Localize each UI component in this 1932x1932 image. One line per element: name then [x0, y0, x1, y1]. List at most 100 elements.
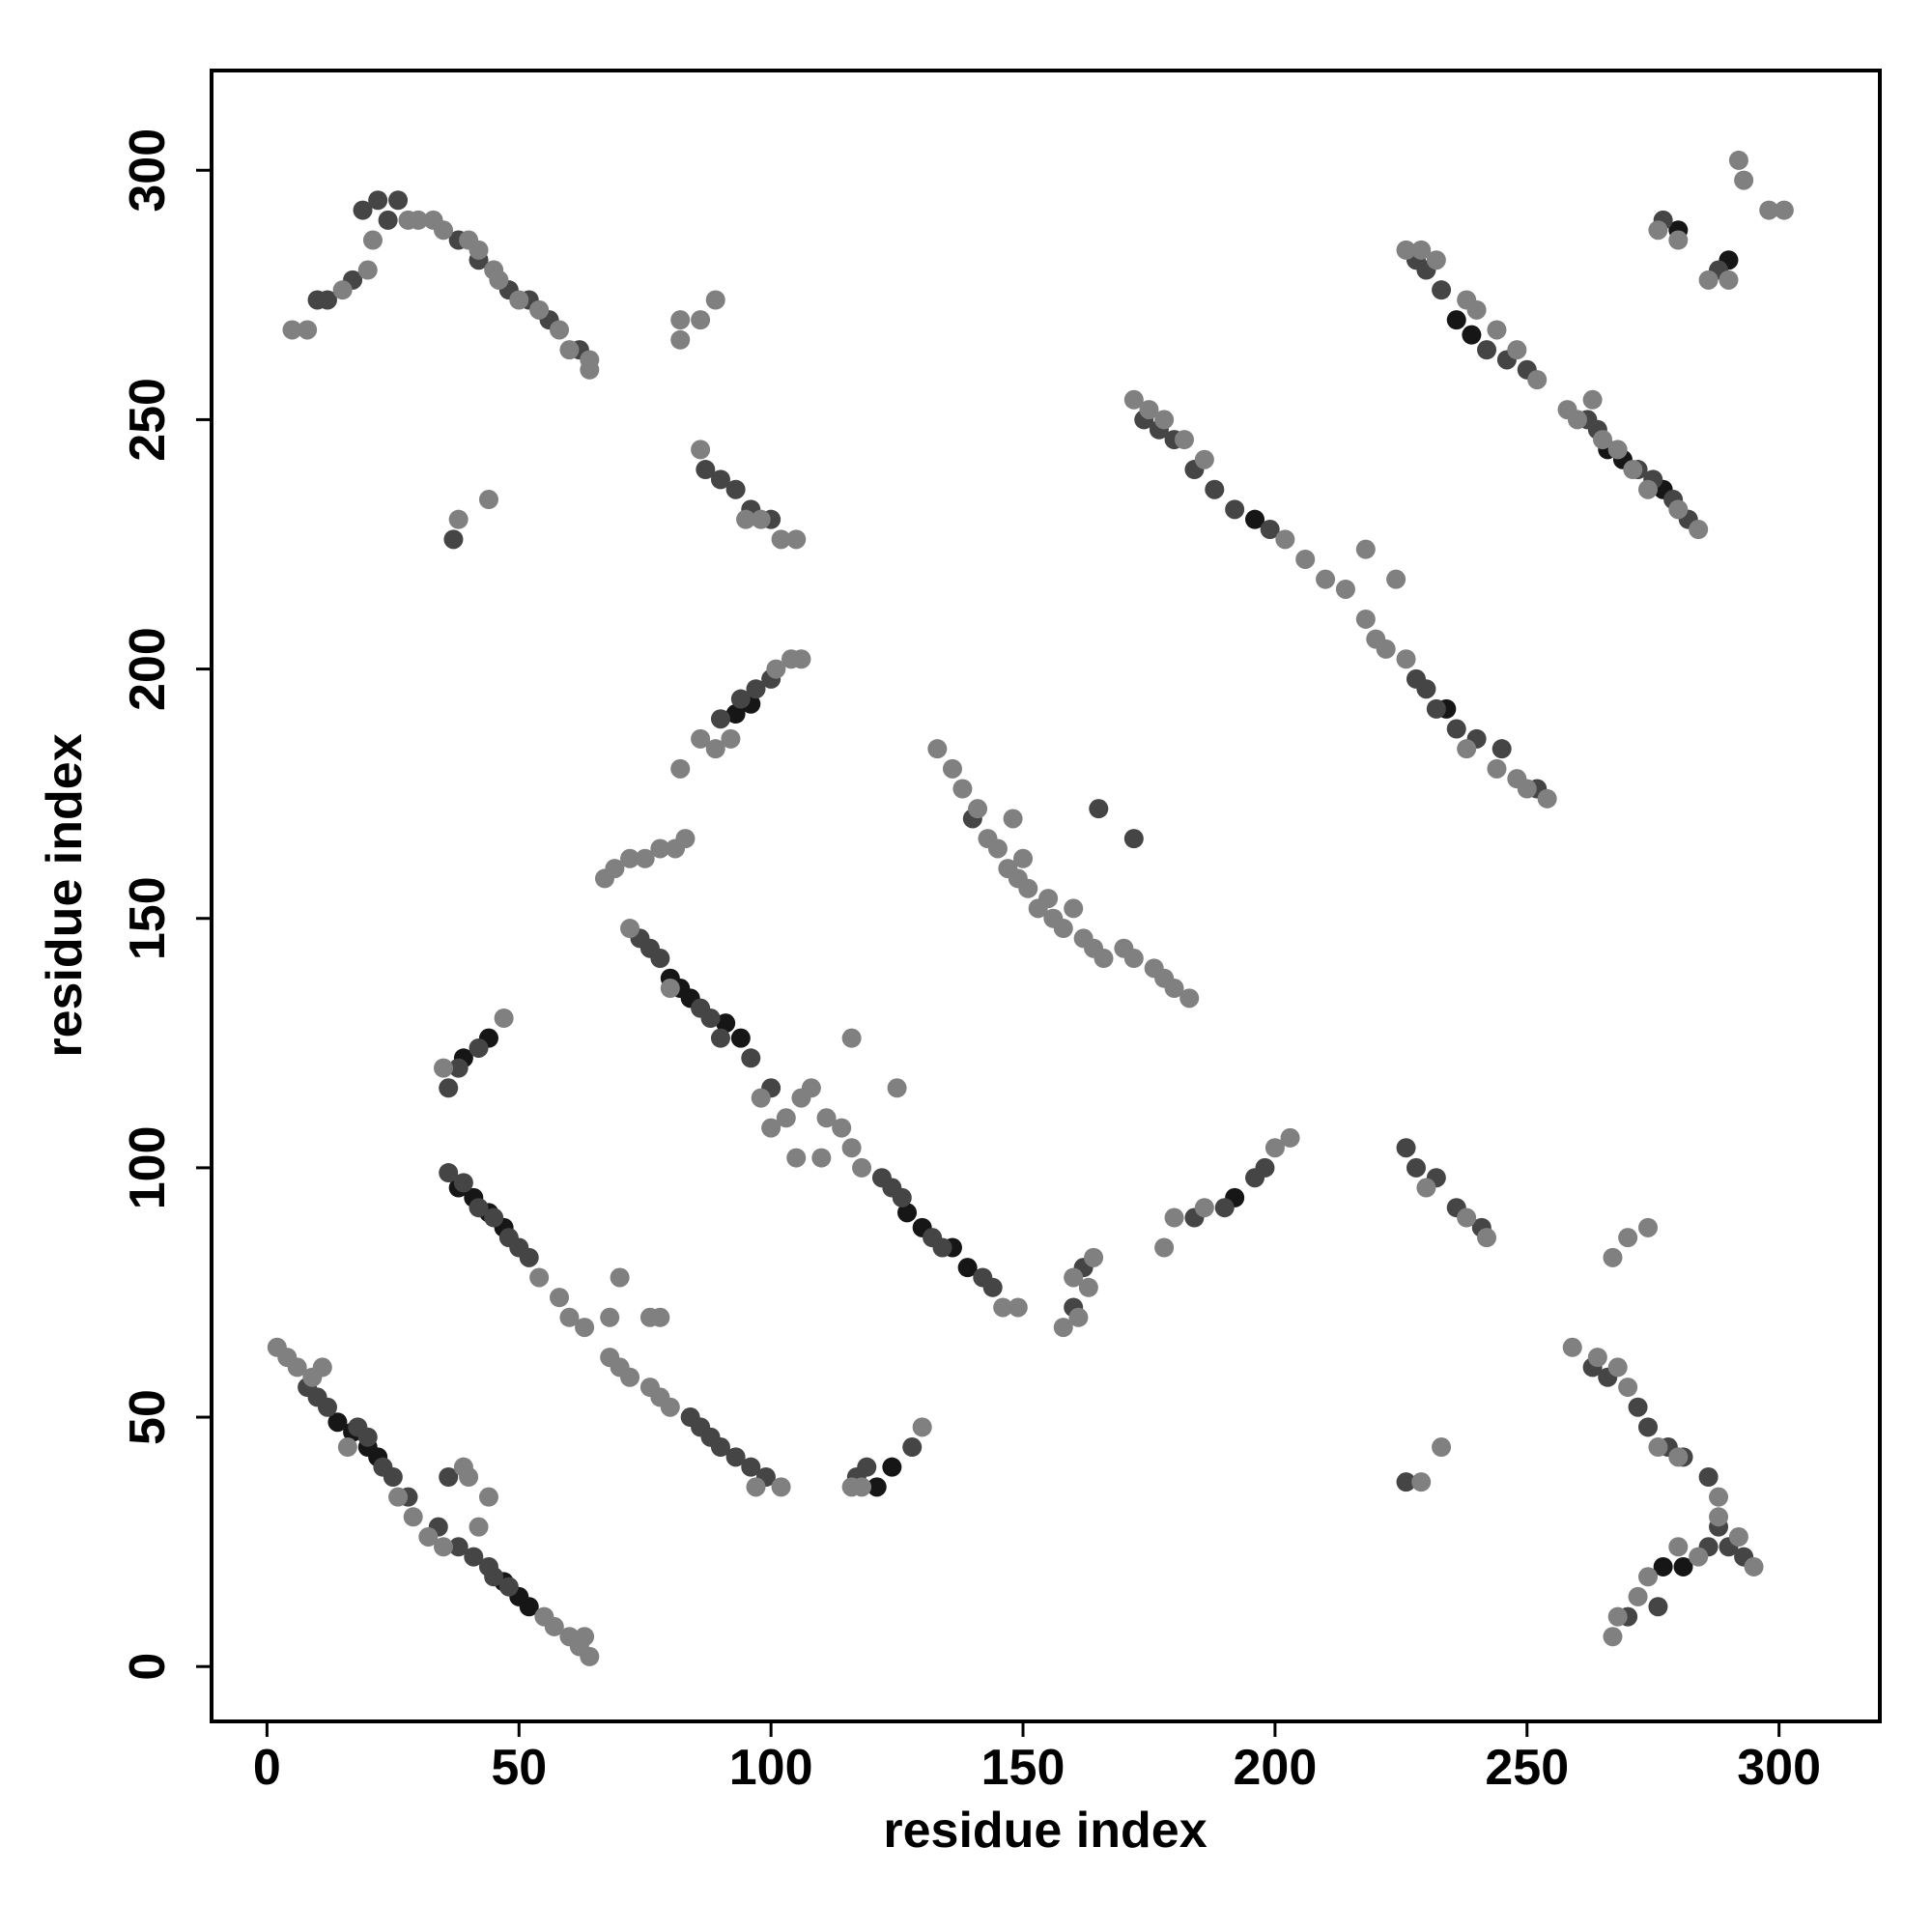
point [675, 829, 696, 849]
point [443, 529, 464, 550]
point [1728, 1526, 1748, 1547]
point [448, 509, 469, 529]
point [730, 1028, 751, 1048]
point [670, 310, 691, 330]
point [494, 1008, 514, 1028]
point [1018, 878, 1038, 898]
y-tick-label: 100 [120, 1126, 176, 1210]
point [1668, 499, 1689, 520]
point [550, 320, 570, 340]
point [987, 838, 1008, 859]
point [1668, 1537, 1689, 1557]
x-tick-label: 150 [981, 1740, 1065, 1796]
point [725, 479, 746, 499]
point [700, 1008, 721, 1028]
point [1386, 569, 1406, 589]
point [1709, 1487, 1729, 1507]
point [1089, 799, 1109, 819]
point [464, 1547, 484, 1567]
point [439, 1078, 459, 1098]
point [318, 1397, 338, 1417]
point [318, 290, 338, 310]
point [1355, 609, 1376, 629]
point [519, 1247, 539, 1267]
point [1255, 1157, 1275, 1178]
point [1673, 1556, 1693, 1577]
point [1164, 979, 1184, 999]
point [1275, 529, 1295, 550]
point [650, 838, 670, 859]
point [1013, 848, 1034, 868]
point [912, 1417, 932, 1437]
point [867, 1477, 887, 1497]
point [1759, 200, 1779, 220]
point [746, 679, 766, 699]
point [1154, 1237, 1175, 1258]
point [1637, 1567, 1658, 1587]
point [993, 1297, 1013, 1318]
point [580, 359, 600, 380]
point [1426, 698, 1446, 719]
point [434, 1537, 454, 1557]
point [1264, 1138, 1285, 1158]
point [1507, 340, 1527, 360]
point [1355, 539, 1376, 559]
point [1432, 1437, 1452, 1458]
point [736, 509, 756, 529]
point [1164, 1208, 1184, 1228]
point [1416, 679, 1436, 699]
point [1668, 230, 1689, 250]
y-tick-label: 300 [120, 128, 176, 213]
point [816, 1108, 837, 1128]
point [776, 1108, 796, 1128]
x-tick-label: 50 [491, 1740, 547, 1796]
point [761, 1118, 781, 1138]
point [529, 1267, 550, 1288]
point [852, 1157, 872, 1178]
point [1648, 1597, 1668, 1617]
point [1194, 1198, 1214, 1218]
point [942, 758, 962, 779]
point [1537, 788, 1557, 809]
point [721, 728, 741, 749]
point [1648, 220, 1668, 241]
point [730, 689, 751, 709]
point [1053, 919, 1073, 939]
point [887, 1078, 907, 1098]
point [1698, 270, 1719, 290]
point [1709, 1507, 1729, 1527]
point [1406, 1157, 1426, 1178]
point [1637, 479, 1658, 499]
point [1774, 200, 1794, 220]
point [1053, 1318, 1073, 1338]
x-axis-label: residue index [883, 1803, 1207, 1859]
point [353, 200, 373, 220]
point [298, 320, 318, 340]
point [710, 1028, 730, 1048]
point [1123, 829, 1144, 849]
point [691, 728, 711, 749]
point [1719, 270, 1739, 290]
point [968, 799, 988, 819]
point [1618, 1378, 1638, 1398]
point [1603, 1247, 1623, 1267]
point [1466, 299, 1487, 320]
point [1562, 1337, 1582, 1357]
point [670, 758, 691, 779]
point [1593, 430, 1613, 450]
point [932, 1237, 952, 1258]
point [1038, 889, 1059, 909]
point [1295, 549, 1316, 569]
y-tick-label: 150 [120, 876, 176, 960]
point [1396, 1472, 1416, 1492]
point [746, 1477, 766, 1497]
point [741, 1457, 761, 1477]
point [312, 1357, 332, 1378]
point [408, 210, 428, 230]
point [832, 1118, 852, 1138]
point [1603, 1627, 1623, 1647]
point [469, 1517, 489, 1537]
point [383, 1467, 403, 1488]
point [1457, 1208, 1477, 1228]
point [691, 310, 711, 330]
